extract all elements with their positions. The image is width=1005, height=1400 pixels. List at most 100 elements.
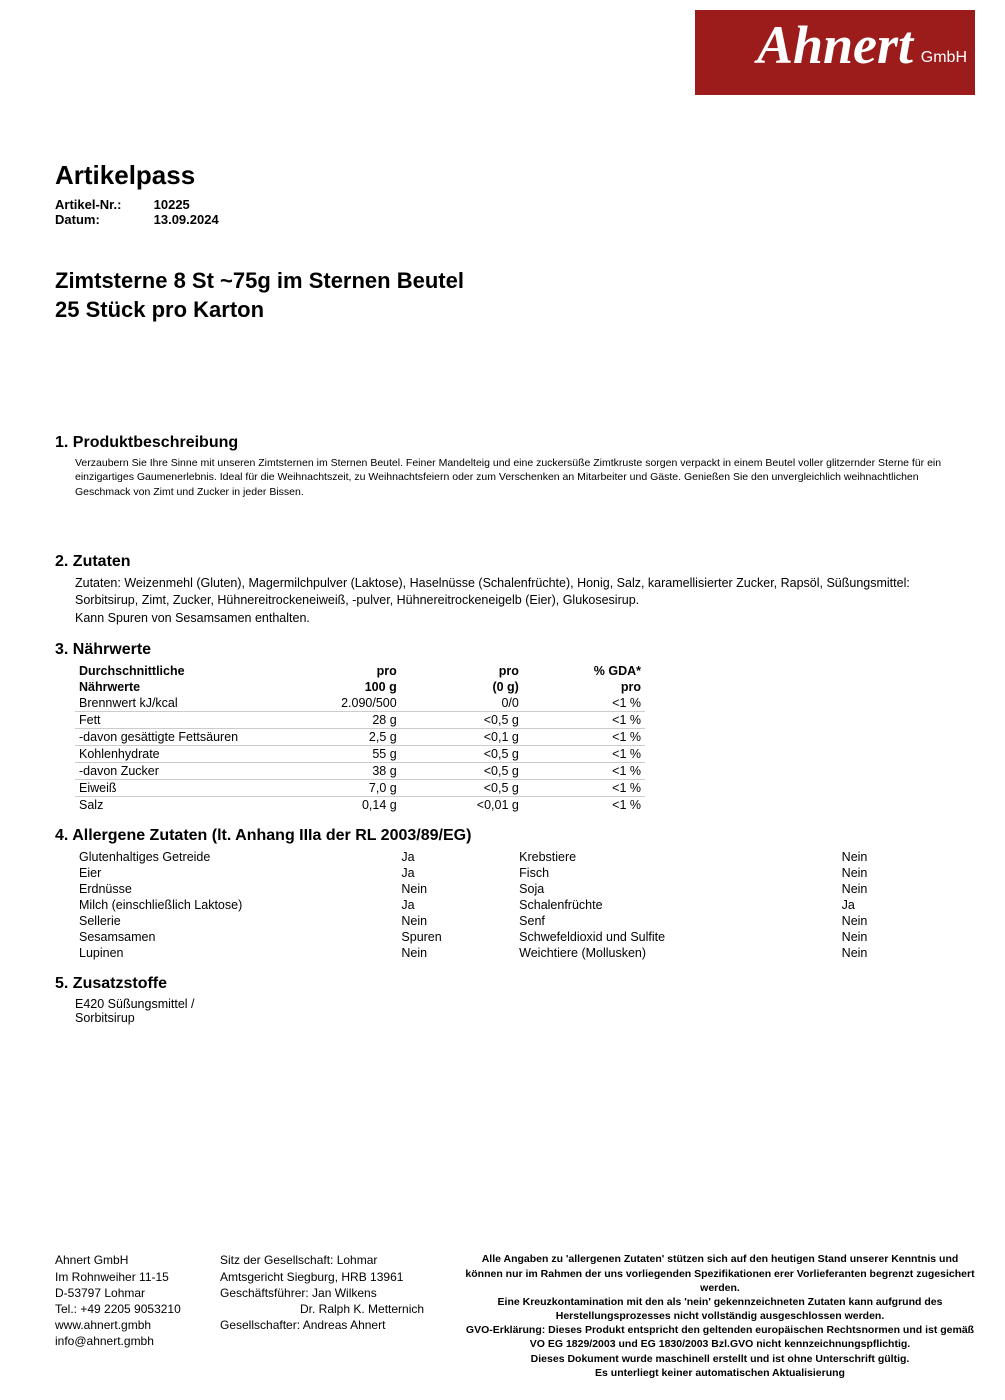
nutri-per100: 28 g xyxy=(289,712,401,729)
nutrition-row: Kohlenhydrate55 g<0,5 g<1 % xyxy=(75,746,645,763)
allergen-value-left: Ja xyxy=(397,849,515,865)
section-1-heading: 1. Produktbeschreibung xyxy=(55,434,950,452)
company-logo: Ahnert GmbH xyxy=(695,10,975,95)
footer-line: Amtsgericht Siegburg, HRB 13961 xyxy=(220,1269,465,1285)
ingredients-line2: Kann Spuren von Sesamsamen enthalten. xyxy=(75,610,950,628)
nutri-h2a: pro xyxy=(289,663,401,679)
nutri-label: -davon gesättigte Fettsäuren xyxy=(75,729,289,746)
nutri-h3b: (0 g) xyxy=(401,679,523,695)
footer-disclaimer-line: Alle Angaben zu 'allergenen Zutaten' stü… xyxy=(465,1252,975,1295)
nutri-gda: <1 % xyxy=(523,763,645,780)
allergen-value-right: Nein xyxy=(838,865,955,881)
nutri-gda: <1 % xyxy=(523,746,645,763)
footer-disclaimer-line: Es unterliegt keiner automatischen Aktua… xyxy=(465,1366,975,1380)
footer-line: D-53797 Lohmar xyxy=(55,1285,220,1301)
article-number-label: Artikel-Nr.: xyxy=(55,197,150,212)
nutri-label: Eiweiß xyxy=(75,780,289,797)
nutrition-row: Eiweiß7,0 g<0,5 g<1 % xyxy=(75,780,645,797)
nutrition-row: Fett28 g<0,5 g<1 % xyxy=(75,712,645,729)
nutri-h4b: pro xyxy=(523,679,645,695)
nutrition-row: Salz0,14 g<0,01 g<1 % xyxy=(75,797,645,814)
footer-line: Gesellschafter: Andreas Ahnert xyxy=(220,1317,465,1333)
footer-disclaimer-line: GVO-Erklärung: Dieses Produkt entspricht… xyxy=(465,1323,975,1351)
nutrition-row: -davon gesättigte Fettsäuren2,5 g<0,1 g<… xyxy=(75,729,645,746)
allergen-row: Glutenhaltiges GetreideJaKrebstiereNein xyxy=(75,849,955,865)
allergen-value-right: Nein xyxy=(838,913,955,929)
nutri-label: -davon Zucker xyxy=(75,763,289,780)
nutrition-header-row2: Nährwerte 100 g (0 g) pro xyxy=(75,679,645,695)
allergen-value-left: Spuren xyxy=(397,929,515,945)
product-title: Zimtsterne 8 St ~75g im Sternen Beutel 2… xyxy=(55,267,950,324)
nutri-per0: <0,5 g xyxy=(401,746,523,763)
logo-name: Ahnert xyxy=(757,15,913,75)
allergen-name-left: Glutenhaltiges Getreide xyxy=(75,849,397,865)
allergen-name-right: Schwefeldioxid und Sulfite xyxy=(515,929,838,945)
allergen-name-left: Sesamsamen xyxy=(75,929,397,945)
nutri-gda: <1 % xyxy=(523,695,645,712)
allergen-value-right: Nein xyxy=(838,929,955,945)
allergen-value-left: Nein xyxy=(397,913,515,929)
footer-disclaimer-line: Dieses Dokument wurde maschinell erstell… xyxy=(465,1352,975,1366)
page-footer: Ahnert GmbHIm Rohnweiher 11-15D-53797 Lo… xyxy=(55,1252,975,1380)
section-2-heading: 2. Zutaten xyxy=(55,553,950,571)
allergen-value-left: Nein xyxy=(397,881,515,897)
nutri-label: Salz xyxy=(75,797,289,814)
nutri-gda: <1 % xyxy=(523,797,645,814)
nutri-label: Kohlenhydrate xyxy=(75,746,289,763)
allergen-value-right: Ja xyxy=(838,897,955,913)
product-title-line2: 25 Stück pro Karton xyxy=(55,296,950,325)
allergen-row: Milch (einschließlich Laktose)JaSchalenf… xyxy=(75,897,955,913)
allergen-row: LupinenNeinWeichtiere (Mollusken)Nein xyxy=(75,945,955,961)
nutrition-row: -davon Zucker38 g<0,5 g<1 % xyxy=(75,763,645,780)
section-4-heading: 4. Allergene Zutaten (lt. Anhang IIIa de… xyxy=(55,827,950,845)
logo-suffix: GmbH xyxy=(921,23,967,93)
nutri-h2b: 100 g xyxy=(289,679,401,695)
footer-line: www.ahnert.gmbh xyxy=(55,1317,220,1333)
date-label: Datum: xyxy=(55,212,150,227)
nutri-per100: 7,0 g xyxy=(289,780,401,797)
nutrition-header-row1: Durchschnittliche pro pro % GDA* xyxy=(75,663,645,679)
date-row: Datum: 13.09.2024 xyxy=(55,212,950,227)
allergen-table: Glutenhaltiges GetreideJaKrebstiereNeinE… xyxy=(75,849,955,961)
nutrition-table: Durchschnittliche pro pro % GDA* Nährwer… xyxy=(75,663,645,813)
nutri-gda: <1 % xyxy=(523,780,645,797)
nutri-per100: 38 g xyxy=(289,763,401,780)
nutri-gda: <1 % xyxy=(523,729,645,746)
allergen-row: ErdnüsseNeinSojaNein xyxy=(75,881,955,897)
allergen-name-right: Weichtiere (Mollusken) xyxy=(515,945,838,961)
nutri-label: Brennwert kJ/kcal xyxy=(75,695,289,712)
nutri-per0: <0,5 g xyxy=(401,763,523,780)
footer-line: Geschäftsführer: Jan Wilkens xyxy=(220,1285,465,1301)
document-title: Artikelpass xyxy=(55,160,950,191)
nutri-gda: <1 % xyxy=(523,712,645,729)
additive-text: E420 Süßungsmittel / Sorbitsirup xyxy=(75,997,225,1025)
nutri-per100: 2.090/500 xyxy=(289,695,401,712)
nutri-per0: <0,5 g xyxy=(401,712,523,729)
allergen-name-left: Sellerie xyxy=(75,913,397,929)
allergen-row: SesamsamenSpurenSchwefeldioxid und Sulfi… xyxy=(75,929,955,945)
nutri-h3a: pro xyxy=(401,663,523,679)
nutri-per0: <0,1 g xyxy=(401,729,523,746)
section-2-text: Zutaten: Weizenmehl (Gluten), Magermilch… xyxy=(75,575,950,628)
allergen-value-right: Nein xyxy=(838,881,955,897)
allergen-name-left: Eier xyxy=(75,865,397,881)
allergen-value-right: Nein xyxy=(838,849,955,865)
footer-line: Dr. Ralph K. Metternich xyxy=(220,1301,465,1317)
nutri-per100: 0,14 g xyxy=(289,797,401,814)
allergen-row: SellerieNeinSenfNein xyxy=(75,913,955,929)
nutri-h1b: Nährwerte xyxy=(75,679,289,695)
section-3-heading: 3. Nährwerte xyxy=(55,641,950,659)
footer-line: Sitz der Gesellschaft: Lohmar xyxy=(220,1252,465,1268)
footer-line: Tel.: +49 2205 9053210 xyxy=(55,1301,220,1317)
section-1-text: Verzaubern Sie Ihre Sinne mit unseren Zi… xyxy=(75,456,950,499)
footer-disclaimer-line: Eine Kreuzkontamination mit den als 'nei… xyxy=(465,1295,975,1323)
nutri-per100: 55 g xyxy=(289,746,401,763)
allergen-value-right: Nein xyxy=(838,945,955,961)
footer-line: Ahnert GmbH xyxy=(55,1252,220,1268)
section-5-heading: 5. Zusatzstoffe xyxy=(55,975,950,993)
nutri-h4a: % GDA* xyxy=(523,663,645,679)
nutri-per0: <0,5 g xyxy=(401,780,523,797)
allergen-name-left: Lupinen xyxy=(75,945,397,961)
nutri-label: Fett xyxy=(75,712,289,729)
footer-disclaimer: Alle Angaben zu 'allergenen Zutaten' stü… xyxy=(465,1252,975,1380)
